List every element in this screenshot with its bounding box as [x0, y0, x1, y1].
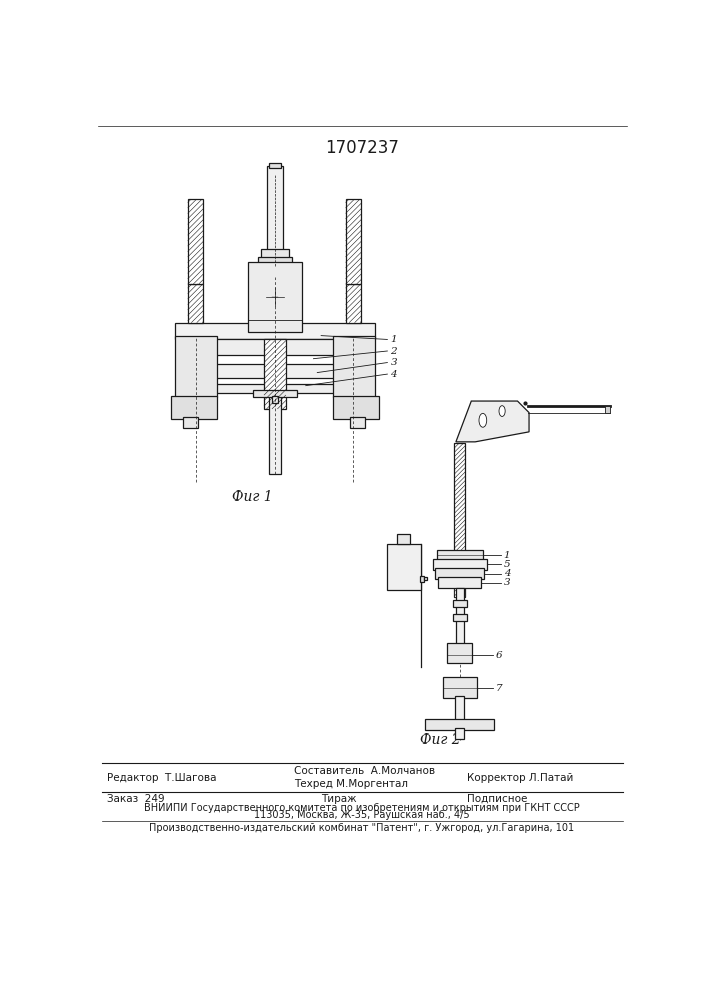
Ellipse shape — [499, 406, 506, 416]
Bar — [188, 199, 204, 284]
Bar — [424, 577, 428, 580]
Bar — [455, 443, 465, 597]
Polygon shape — [456, 401, 529, 442]
Bar — [253, 389, 296, 397]
Bar — [175, 323, 375, 339]
Text: Редактор  Т.Шагова: Редактор Т.Шагова — [107, 773, 216, 783]
Bar — [248, 262, 302, 332]
Text: 2: 2 — [390, 347, 397, 356]
Bar — [455, 696, 464, 721]
Text: 5: 5 — [503, 560, 510, 569]
Bar — [438, 577, 481, 588]
Text: Составитель  А.Молчанов: Составитель А.Молчанов — [294, 766, 436, 776]
Bar — [350, 417, 365, 428]
Bar — [433, 559, 486, 570]
Bar — [214, 384, 337, 393]
Bar — [425, 719, 494, 730]
Text: Фиг 2: Фиг 2 — [420, 733, 461, 747]
Ellipse shape — [479, 413, 486, 427]
Bar — [201, 364, 348, 378]
Bar — [387, 544, 421, 590]
Text: Фиг 1: Фиг 1 — [231, 490, 272, 504]
Bar — [264, 339, 286, 409]
Bar — [272, 396, 278, 403]
Bar — [190, 339, 360, 355]
Text: 1: 1 — [503, 551, 510, 560]
Text: Производственно-издательский комбинат "Патент", г. Ужгород, ул.Гагарина, 101: Производственно-издательский комбинат "П… — [149, 823, 575, 833]
Bar — [346, 284, 361, 323]
Text: 7: 7 — [496, 684, 503, 693]
Text: Корректор Л.Патай: Корректор Л.Патай — [467, 773, 574, 783]
Bar — [443, 677, 477, 698]
Bar — [397, 534, 409, 544]
Text: 3: 3 — [503, 578, 510, 587]
Bar — [171, 396, 217, 419]
Bar — [437, 550, 483, 560]
Text: 3: 3 — [390, 358, 397, 367]
Bar — [455, 728, 464, 739]
Bar — [182, 417, 198, 428]
Bar — [267, 166, 283, 251]
Text: Подписное: Подписное — [467, 794, 528, 804]
Bar — [456, 588, 464, 644]
Bar — [269, 393, 281, 474]
Bar — [455, 550, 465, 597]
Text: 6: 6 — [496, 651, 503, 660]
Bar — [188, 284, 204, 323]
Text: 1: 1 — [390, 335, 397, 344]
Text: Заказ  249: Заказ 249 — [107, 794, 165, 804]
Bar — [333, 336, 375, 397]
Bar — [253, 266, 296, 277]
Bar — [420, 576, 424, 582]
Bar — [346, 199, 361, 284]
Text: ВНИИПИ Государственного комитета по изобретениям и открытиям при ГКНТ СССР: ВНИИПИ Государственного комитета по изоб… — [144, 803, 580, 813]
Bar — [261, 249, 288, 259]
Text: 113035, Москва, Ж-35, Раушская наб., 4/5: 113035, Москва, Ж-35, Раушская наб., 4/5 — [254, 810, 469, 820]
Bar — [435, 568, 484, 579]
Text: 1707237: 1707237 — [325, 139, 399, 157]
Bar — [452, 600, 467, 607]
Bar — [175, 336, 217, 397]
Bar — [333, 396, 379, 419]
Text: 4: 4 — [503, 569, 510, 578]
Text: Техред М.Моргентал: Техред М.Моргентал — [294, 779, 408, 789]
Text: 4: 4 — [390, 370, 397, 379]
Bar — [258, 257, 292, 268]
Bar — [448, 643, 472, 663]
Text: Тираж: Тираж — [321, 794, 357, 804]
Bar — [452, 614, 467, 620]
Bar — [269, 163, 281, 168]
Bar — [604, 406, 610, 413]
